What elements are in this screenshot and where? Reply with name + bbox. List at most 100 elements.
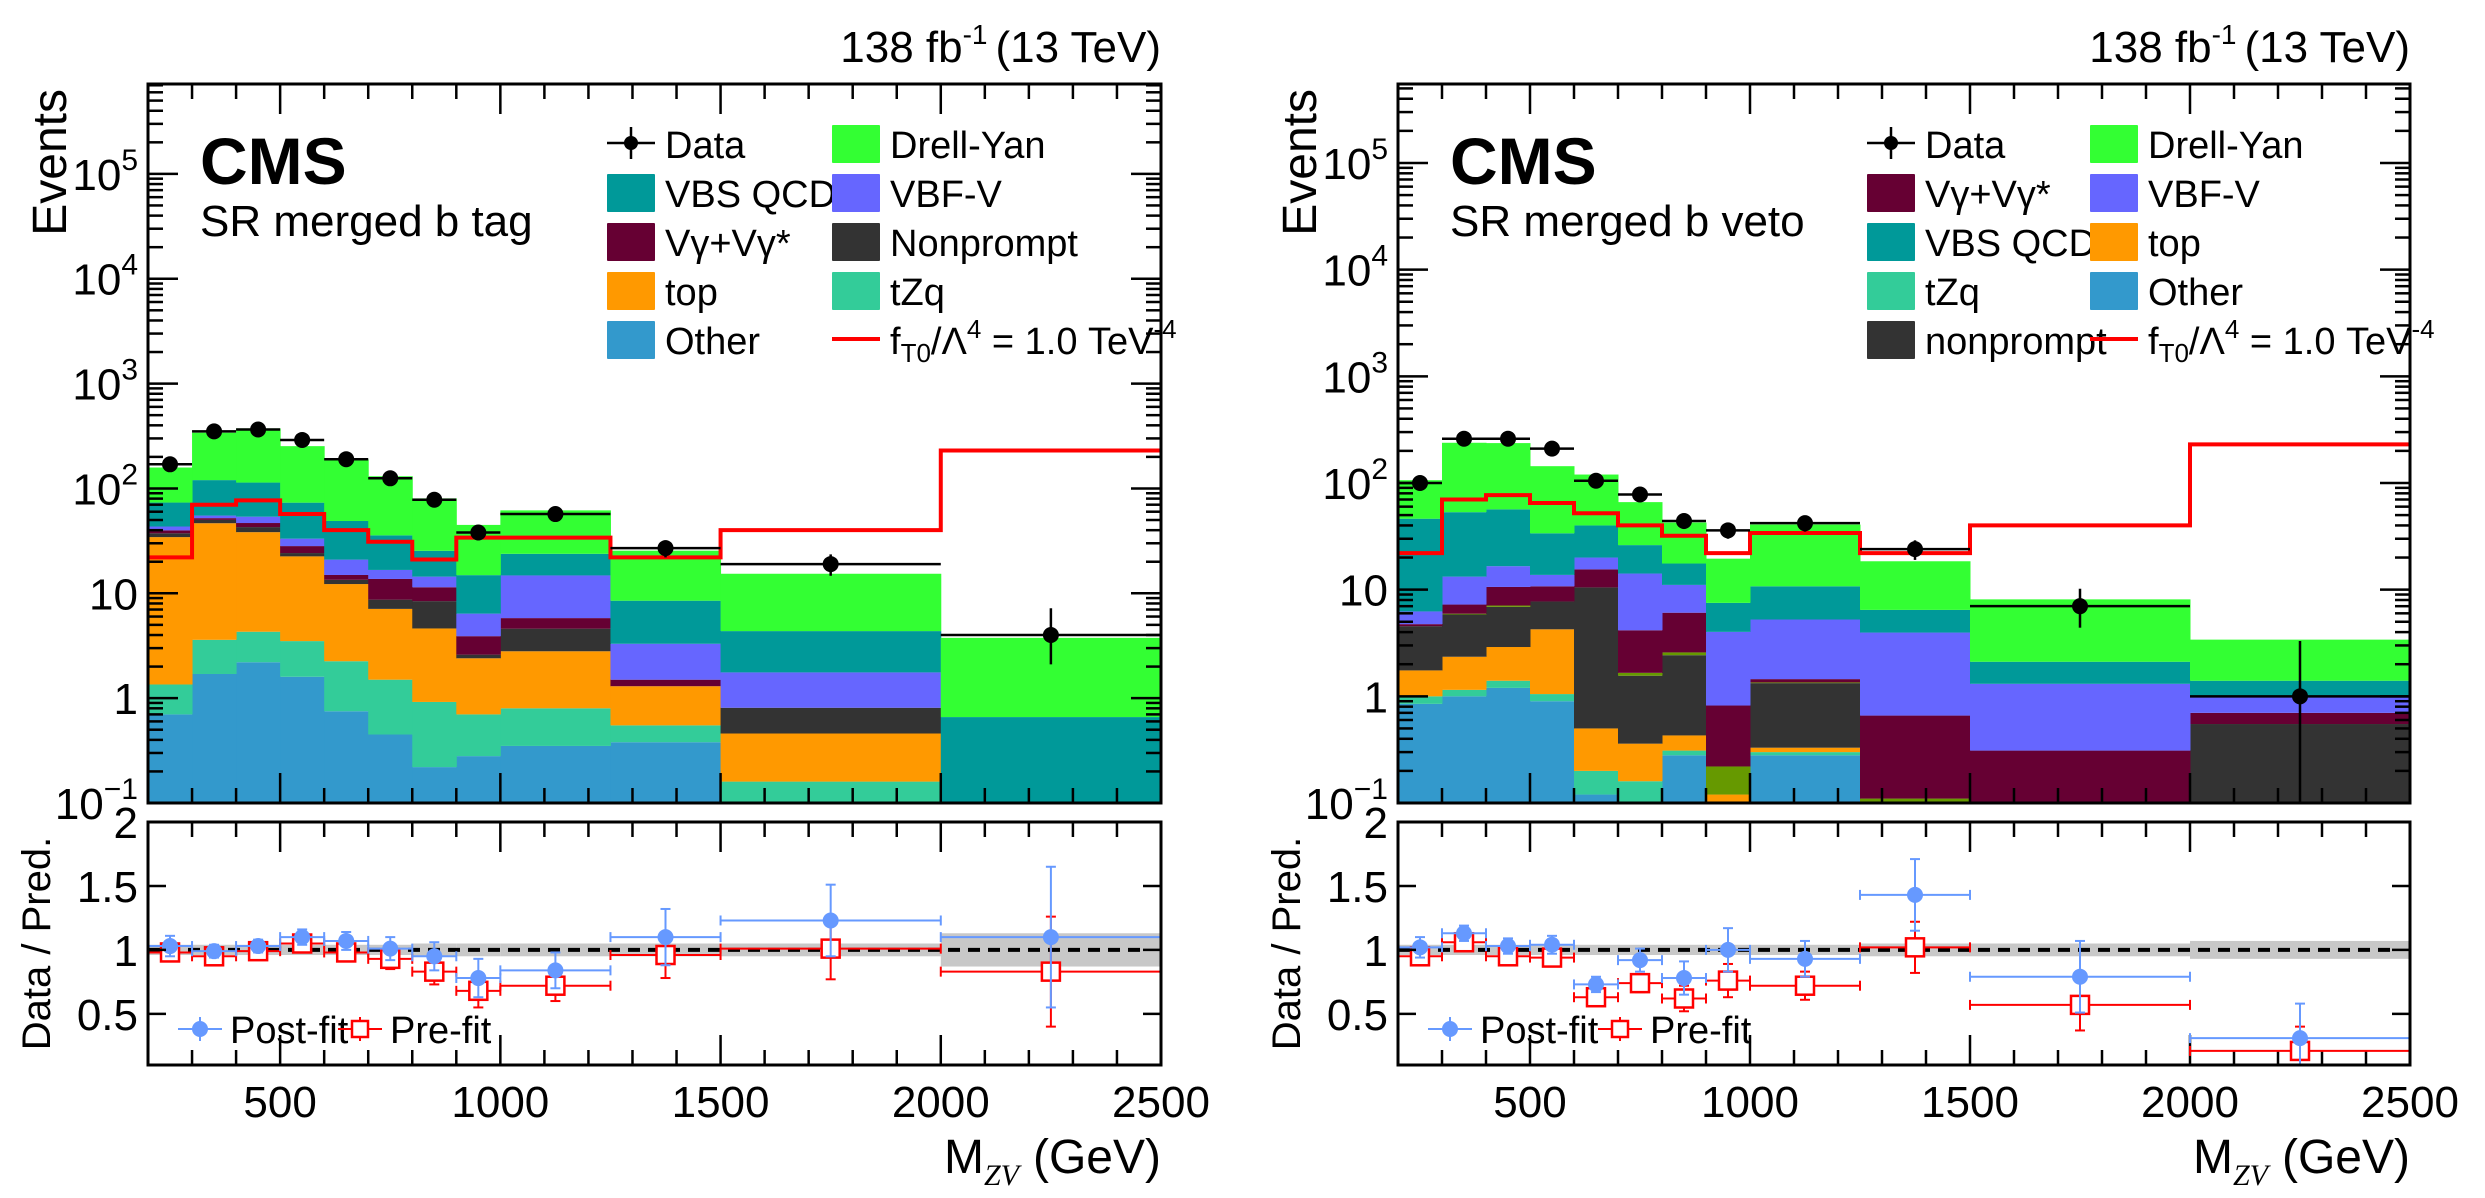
legend-swatch <box>1867 321 1915 359</box>
stack-nonprompt <box>148 519 942 734</box>
ratio-point <box>206 943 223 960</box>
legend-swatch <box>607 174 655 212</box>
ratio-point <box>1042 929 1059 946</box>
bar-segment <box>1398 518 1443 612</box>
ratio-point <box>1717 970 1739 991</box>
bar-segment <box>1574 770 1619 795</box>
bar-segment <box>1750 682 1861 684</box>
bar-segment <box>940 717 1161 803</box>
y-tick-label: 102 <box>1322 453 1388 509</box>
uncertainty-band <box>1574 944 1618 956</box>
sig-unit-exp: -4 <box>1154 314 1177 344</box>
legend-item: VBS QCD <box>1867 223 2096 265</box>
sig-f: f <box>2148 321 2159 363</box>
bar-segment <box>1486 606 1531 648</box>
lumi-value: 138 fb <box>2089 23 2211 72</box>
legend-item: VBF-V <box>2090 174 2261 216</box>
ratio-point <box>2292 1030 2308 1047</box>
x-tick-label: 2500 <box>2361 1078 2459 1127</box>
cms-label: CMS <box>1450 124 1597 198</box>
legend-label: nonprompt <box>1925 321 2107 363</box>
legend-label: Drell-Yan <box>890 125 1046 167</box>
legend: Data Drell-Yan VBS QCD VBF-V Vγ+Vγ* Nonprompt… <box>607 125 1177 368</box>
bar-segment <box>720 672 942 708</box>
ratio-point <box>1412 939 1428 956</box>
prefit-legend-marker <box>1610 1019 1630 1039</box>
bar-segment <box>1662 584 1707 613</box>
ratio-point <box>250 938 267 955</box>
lumi-exp: -1 <box>963 19 988 50</box>
bar-segment <box>1530 533 1575 575</box>
bar-segment <box>1398 670 1443 697</box>
bar-segment <box>1970 750 2191 803</box>
x-axis: 500 1000 1500 2000 2500 <box>146 84 1210 1127</box>
data-point <box>294 431 311 448</box>
y-tick-base: 10 <box>72 465 121 514</box>
legend-swatch <box>607 321 655 359</box>
cms-label: CMS <box>200 124 347 198</box>
legend-swatch <box>1867 223 1915 261</box>
data-point <box>250 421 267 438</box>
y-tick-exp: 3 <box>121 354 138 387</box>
x-tick-label: 2000 <box>892 1078 990 1127</box>
bar-segment <box>1398 703 1443 803</box>
x-label-sub: ZV <box>984 1159 1023 1192</box>
legend-swatch <box>2090 223 2138 261</box>
legend-item: Data <box>1867 125 2006 167</box>
bar-segment <box>1530 466 1575 534</box>
bar-segment <box>720 631 942 673</box>
y-tick-label: 10 <box>1339 567 1388 616</box>
bar-segment <box>456 575 501 614</box>
sig-f: f <box>890 321 901 363</box>
bar-segment <box>324 559 369 575</box>
bar-segment <box>280 502 325 539</box>
bar-segment <box>610 643 722 680</box>
ratio-y-tick-label: 0.5 <box>1327 991 1388 1040</box>
y-tick-label: 10−1 <box>1305 773 1388 829</box>
y-tick-base: 10 <box>1339 567 1388 616</box>
sig-val: = 1.0 TeV <box>981 321 1154 363</box>
ratio-y-tick-label: 1 <box>1364 927 1388 976</box>
bar-segment <box>1574 794 1619 803</box>
ratio-point <box>162 938 179 955</box>
postfit-legend-label: Post-fit <box>1480 1010 1599 1052</box>
bar-segment <box>368 608 413 680</box>
bar-segment <box>1750 619 1861 680</box>
data-point <box>1907 541 1923 558</box>
legend-label: VBS QCD <box>665 174 836 216</box>
stack-vbf-v <box>148 515 942 708</box>
data-points <box>1398 430 2410 803</box>
bar-segment <box>236 527 281 533</box>
bar-segment <box>610 600 722 644</box>
legend-swatch <box>607 223 655 261</box>
ratio-postfit <box>1398 858 2410 1065</box>
ratio-point <box>1632 952 1648 969</box>
bar-segment <box>1750 586 1861 620</box>
bar-segment <box>1530 574 1575 587</box>
stacked-histogram <box>1398 442 2410 803</box>
data-point <box>822 556 839 573</box>
ratio-point <box>426 948 443 965</box>
ratio-point <box>1797 950 1813 967</box>
bar-segment <box>148 530 193 534</box>
y-tick-label: 103 <box>72 354 138 410</box>
data-point <box>1500 430 1516 447</box>
bar-segment <box>324 661 369 712</box>
bar-segment <box>1442 689 1487 697</box>
bar-segment <box>1486 443 1531 510</box>
bar-segment <box>456 756 501 803</box>
legend-swatch <box>832 174 880 212</box>
bar-segment <box>148 502 193 527</box>
prefit-legend-label: Pre-fit <box>1650 1010 1752 1052</box>
ratio-point <box>1544 936 1560 953</box>
y-tick-label: 1 <box>1364 673 1388 722</box>
y-tick-exp: −1 <box>1354 773 1388 806</box>
bar-segment <box>412 628 457 702</box>
bar-segment <box>368 599 413 609</box>
ratio-point <box>1904 937 1926 958</box>
bar-segment <box>1486 687 1531 803</box>
bar-segment <box>1706 631 1751 706</box>
bar-segment <box>500 618 611 629</box>
data-point <box>1042 627 1059 644</box>
